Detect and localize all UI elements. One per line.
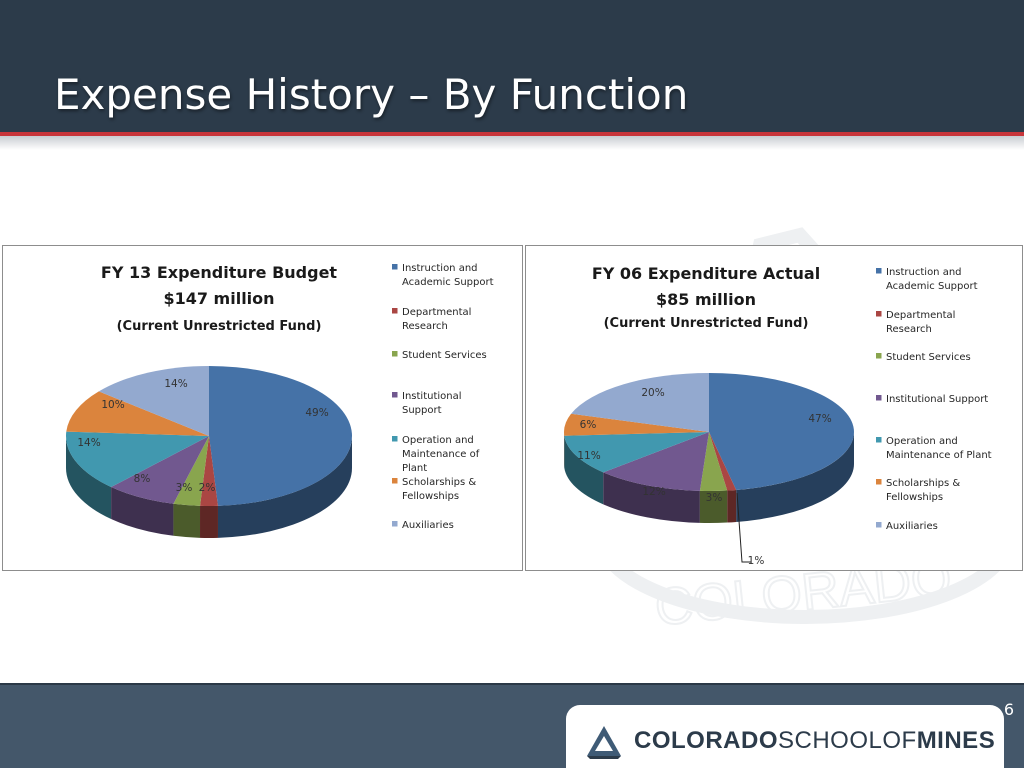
legend-label-1-2: Student Services [886,352,971,363]
pie-side-0-1 [200,506,218,538]
school-logo: COLORADOSCHOOLOFMINES [566,705,1004,775]
chart-subtitle-0: $147 million [163,289,274,308]
chart-fund-1: (Current Unrestricted Fund) [604,316,809,331]
legend-label-0-2: Student Services [402,350,487,361]
legend-label-0-3: Institutional [402,391,462,402]
legend-swatch-0-1 [392,308,398,314]
pie-label-0-3: 8% [134,473,151,485]
legend-label-0-3: Support [402,405,442,416]
legend-swatch-0-0 [392,264,398,270]
chart-subtitle-1: $85 million [656,290,756,309]
legend-label-0-4: Operation and [402,435,474,446]
legend-swatch-1-2 [876,353,882,359]
legend-swatch-0-3 [392,392,398,398]
legend-label-0-5: Fellowships [402,491,459,502]
legend-label-0-0: Academic Support [402,277,494,288]
legend-label-1-0: Instruction and [886,267,962,278]
wordmark-mines: MINES [917,727,996,754]
pie-label-1-0: 47% [808,413,831,425]
legend-label-1-5: Scholarships & [886,478,960,489]
school-wordmark: COLORADOSCHOOLOFMINES [634,727,995,755]
legend-label-0-5: Scholarships & [402,477,476,488]
pie-side-0-2 [173,504,200,538]
legend-swatch-1-5 [876,479,882,485]
legend-label-0-6: Auxiliaries [402,520,454,531]
legend-label-1-5: Fellowships [886,492,943,503]
chart-panel-fy06: 47% 1% 3% 12% 11% 6% 20% FY 06 Expenditure Actu… [525,245,1023,571]
pie-label-0-6: 14% [164,378,187,390]
legend-swatch-1-4 [876,437,882,443]
legend-swatch-1-0 [876,268,882,274]
legend-swatch-1-3 [876,395,882,401]
slide-title: Expense History – By Function [54,70,688,119]
legend-label-1-6: Auxiliaries [886,521,938,532]
wordmark-school-of: SCHOOLOF [778,727,917,754]
slide-header: Expense History – By Function [0,0,1024,132]
pie-chart-fy13: 49% 2% 3% 8% 14% 10% 14% FY 13 Expenditure Budg… [3,246,522,570]
pie-label-0-2: 3% [176,482,193,494]
pie-label-1-4: 11% [577,450,600,462]
pie-chart-fy06: 47% 1% 3% 12% 11% 6% 20% FY 06 Expenditure Actu… [526,246,1022,570]
chart-title-1: FY 06 Expenditure Actual [592,264,820,283]
pie-label-1-5: 6% [580,419,597,431]
legend-swatch-0-2 [392,351,398,357]
legend-label-1-3: Institutional Support [886,394,988,405]
chart-title-0: FY 13 Expenditure Budget [101,263,338,282]
pie-label-0-1: 2% [199,482,216,494]
legend-swatch-1-1 [876,311,882,317]
legend-label-1-0: Academic Support [886,281,978,292]
legend-swatch-1-6 [876,522,882,528]
header-shadow [0,136,1024,150]
legend-label-0-4: Maintenance of [402,449,480,460]
legend-label-0-0: Instruction and [402,263,478,274]
legend-label-1-4: Operation and [886,436,958,447]
legend-label-1-1: Research [886,324,932,335]
legend-label-0-1: Departmental [402,307,471,318]
legend-label-0-1: Research [402,321,448,332]
pie-label-0-5: 10% [101,399,124,411]
pie-label-1-3: 12% [642,486,665,498]
pie-label-0-0: 49% [305,407,328,419]
pie-label-1-1: 1% [748,555,765,567]
legend-label-1-1: Departmental [886,310,955,321]
legend-label-1-4: Maintenance of Plant [886,450,992,461]
slide-footer: 6 COLORADOSCHOOLOFMINES [0,683,1024,768]
legend-swatch-0-6 [392,521,398,527]
chart-fund-0: (Current Unrestricted Fund) [117,319,322,334]
pie-label-1-6: 20% [641,387,664,399]
pie-label-0-4: 14% [77,437,100,449]
legend-swatch-0-4 [392,436,398,442]
mines-mountain-icon [584,723,624,759]
legend-swatch-0-5 [392,478,398,484]
chart-panel-fy13: 49% 2% 3% 8% 14% 10% 14% FY 13 Expenditure Budg… [2,245,523,571]
pie-side-1-1 [727,490,736,523]
wordmark-colorado: COLORADO [634,727,778,754]
pie-label-1-2: 3% [706,492,723,504]
legend-label-0-4: Plant [402,463,427,474]
page-number: 6 [1004,700,1014,719]
